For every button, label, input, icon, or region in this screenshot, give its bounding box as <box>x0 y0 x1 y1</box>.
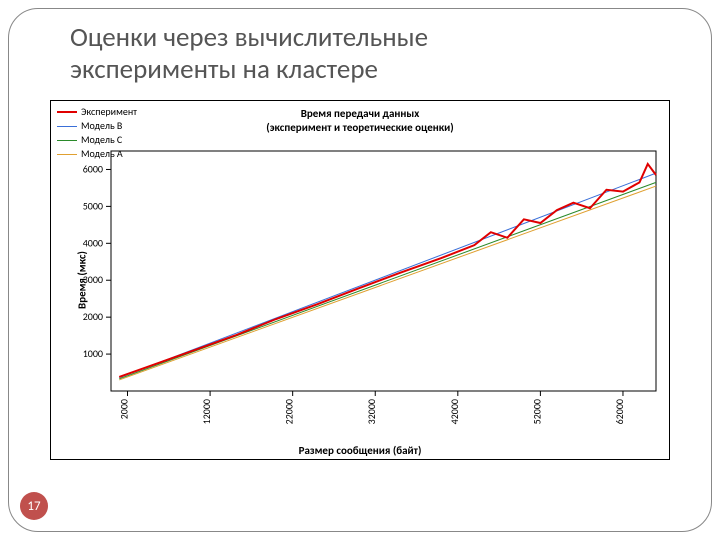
page-number-badge: 17 <box>20 492 48 520</box>
chart-title-line-2: (эксперимент и теоретические оценки) <box>266 121 453 134</box>
series-line <box>119 164 656 377</box>
y-axis-label: Время (мкс) <box>75 251 88 309</box>
legend-label: Модель B <box>81 119 122 133</box>
x-axis-label: Размер сообщения (байт) <box>299 444 422 457</box>
svg-text:6000: 6000 <box>83 162 103 175</box>
title-line-2: эксперименты на кластере <box>70 53 378 86</box>
legend-label: Эксперимент <box>81 105 137 119</box>
svg-text:2000: 2000 <box>83 310 103 323</box>
legend-item: Модель A <box>57 147 137 161</box>
legend-label: Модель A <box>81 147 123 161</box>
legend-swatch <box>57 154 77 155</box>
legend-label: Модель C <box>81 133 122 147</box>
svg-text:2000: 2000 <box>118 399 131 419</box>
svg-text:32000: 32000 <box>365 399 378 424</box>
svg-text:22000: 22000 <box>283 399 296 424</box>
legend: ЭкспериментМодель BМодель CМодель A <box>57 105 137 161</box>
svg-text:5000: 5000 <box>83 199 103 212</box>
chart-title-line-1: Время передачи данных <box>301 107 420 120</box>
legend-item: Модель B <box>57 119 137 133</box>
chart-title: Время передачи данных (эксперимент и тео… <box>266 107 453 135</box>
series-line <box>119 182 656 378</box>
chart-container: ЭкспериментМодель BМодель CМодель A Врем… <box>50 100 670 460</box>
slide-title: Оценки через вычислительные эксперименты… <box>70 22 428 87</box>
svg-text:52000: 52000 <box>530 399 543 424</box>
legend-item: Модель C <box>57 133 137 147</box>
legend-item: Эксперимент <box>57 105 137 119</box>
legend-swatch <box>57 111 77 113</box>
series-line <box>119 186 656 380</box>
svg-text:62000: 62000 <box>613 399 626 424</box>
svg-text:12000: 12000 <box>200 399 213 424</box>
svg-text:42000: 42000 <box>448 399 461 424</box>
page-number: 17 <box>27 499 40 514</box>
chart-svg: 1000200030004000500060002000120002200032… <box>51 101 671 461</box>
legend-swatch <box>57 126 77 127</box>
title-line-1: Оценки через вычислительные <box>70 21 428 54</box>
svg-text:1000: 1000 <box>83 347 103 360</box>
svg-text:4000: 4000 <box>83 236 103 249</box>
legend-swatch <box>57 140 77 141</box>
